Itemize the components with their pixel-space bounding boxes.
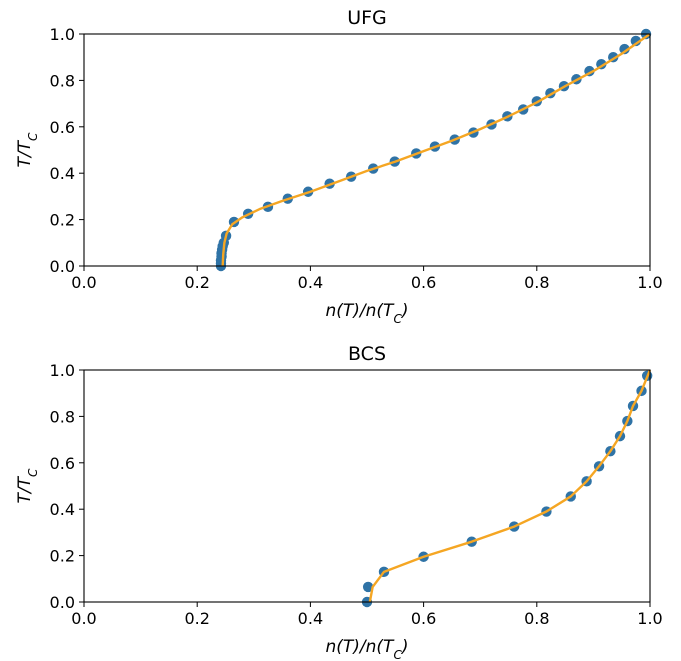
y-tick-label: 0.6	[50, 118, 75, 137]
y-tick-label: 1.0	[50, 361, 75, 380]
y-tick-label: 0.6	[50, 454, 75, 473]
data-point	[362, 581, 374, 593]
x-tick-label: 0.6	[411, 273, 436, 292]
y-tick-label: 1.0	[50, 25, 75, 44]
y-tick-label: 0.0	[50, 593, 75, 612]
fit-line	[368, 369, 652, 603]
y-tick-label: 0.8	[50, 407, 75, 426]
chart-bcs: 0.0 0.2 0.4 0.6 0.8 1.0 0.0 0.2 0.4 0.6 0.8 1.0 BCS n…	[15, 343, 663, 661]
chart-title: UFG	[347, 7, 387, 29]
y-tick-label: 0.2	[50, 547, 75, 566]
x-axis-label: n(T)/n(TC)	[326, 301, 409, 326]
plot-area	[84, 370, 650, 602]
data-point	[619, 43, 630, 55]
chart-title: BCS	[348, 343, 386, 365]
x-tick-label: 1.0	[637, 609, 662, 628]
plot-frame	[83, 369, 651, 603]
chart-ufg: 0.0 0.2 0.4 0.6 0.8 1.0 0.0 0.2 0.4 0.6 0.8 1.0 UFG n…	[15, 7, 663, 326]
x-tick-label: 0.2	[184, 273, 209, 292]
x-tick-label: 0.0	[71, 273, 96, 292]
y-tick-label: 0.2	[50, 211, 75, 230]
x-axis-label: n(T)/n(TC)	[326, 637, 409, 661]
x-tick-label: 0.2	[184, 609, 209, 628]
plot-area	[84, 34, 650, 266]
data-point	[630, 35, 642, 47]
x-tick-label: 0.6	[411, 609, 436, 628]
y-tick-label: 0.4	[50, 164, 75, 183]
y-axis-label: T/TC	[15, 132, 40, 168]
x-tick-label: 1.0	[637, 273, 662, 292]
plot-frame	[83, 33, 651, 267]
y-tick-label: 0.4	[50, 500, 75, 519]
x-tick-label: 0.8	[524, 609, 549, 628]
y-tick-label: 0.0	[50, 257, 75, 276]
fit-line	[221, 33, 651, 267]
y-axis-label: T/TC	[15, 468, 40, 504]
y-tick-label: 0.8	[50, 71, 75, 90]
x-tick-label: 0.4	[298, 273, 323, 292]
x-tick-label: 0.8	[524, 273, 549, 292]
x-tick-label: 0.0	[71, 609, 96, 628]
x-tick-label: 0.4	[298, 609, 323, 628]
